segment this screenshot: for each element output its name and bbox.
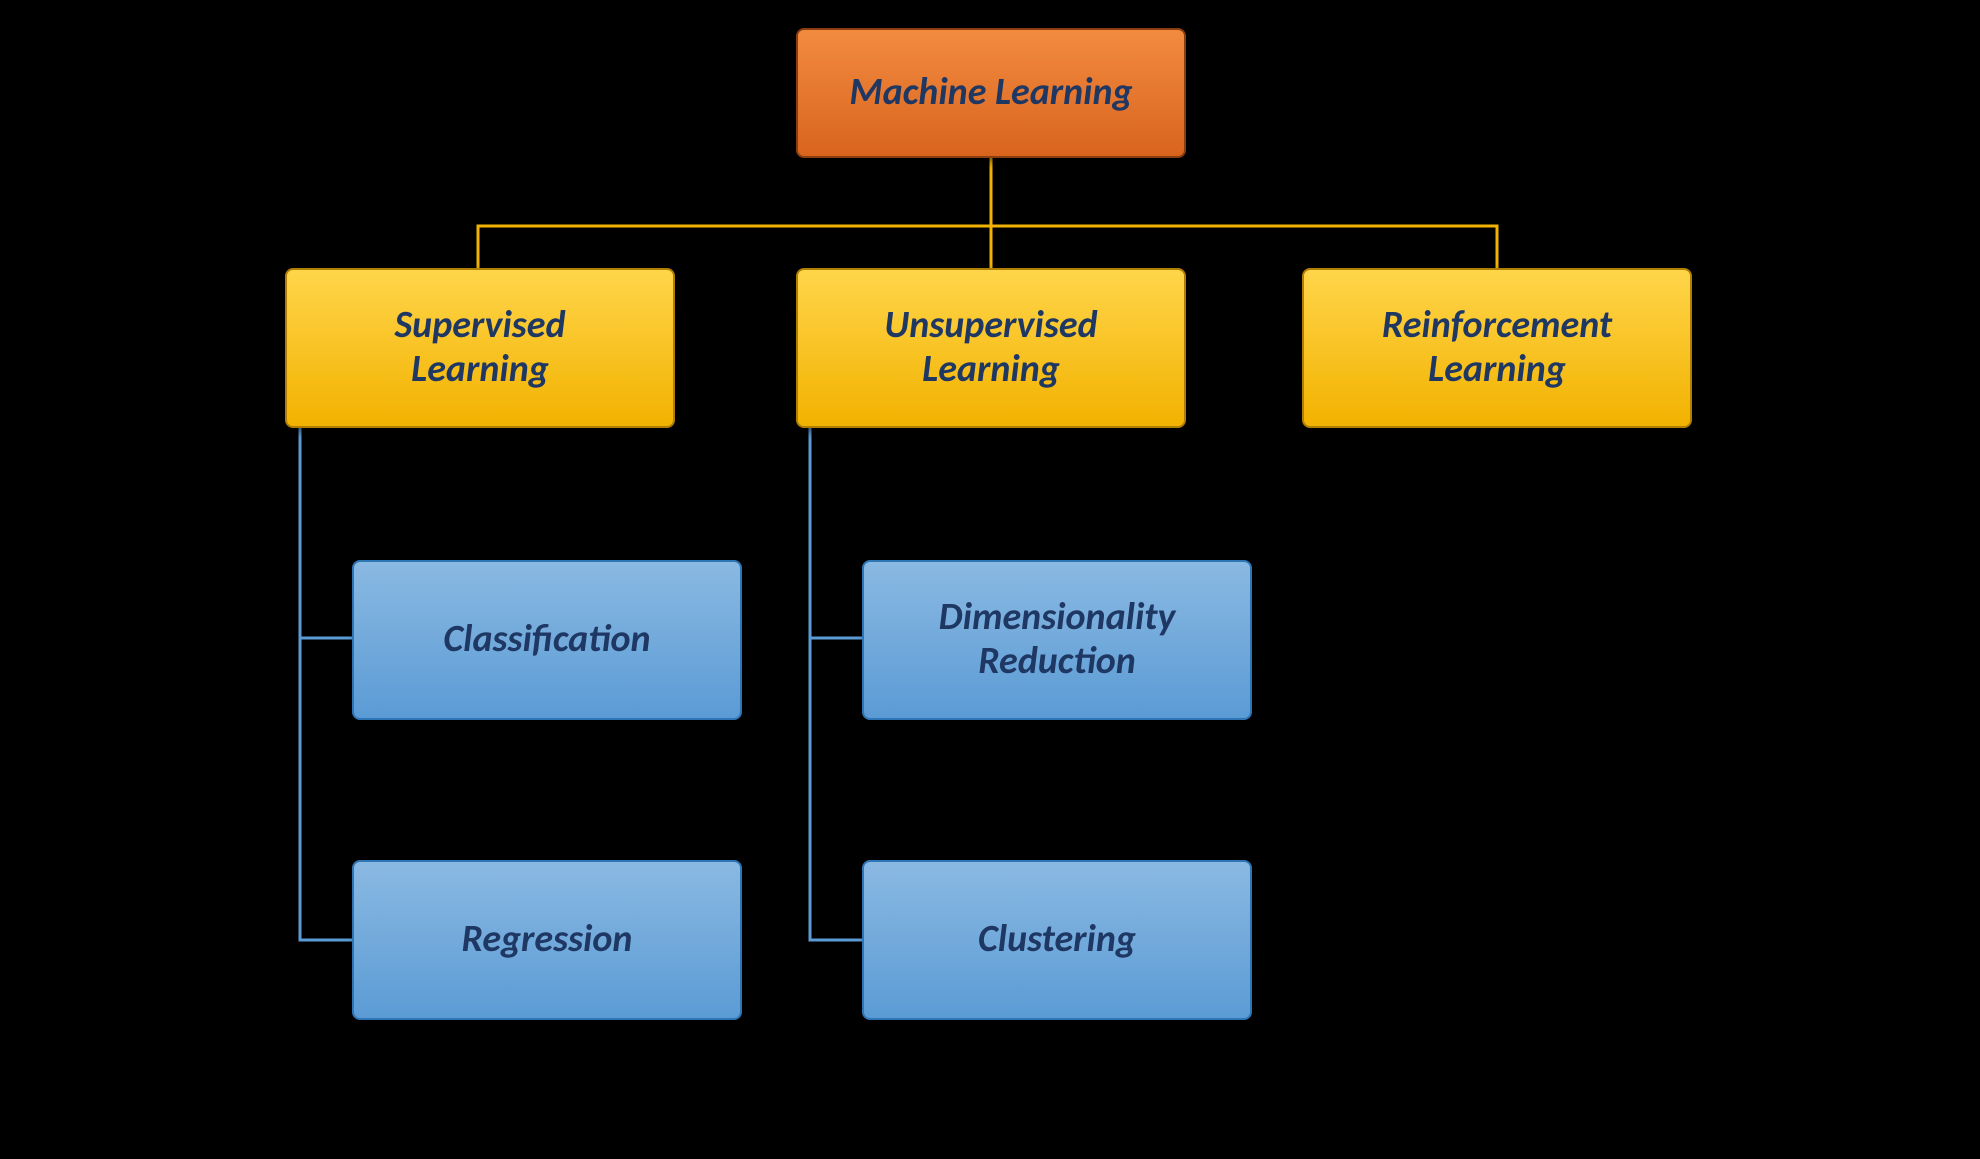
root-label: Machine Learning [849,71,1132,115]
leaf-label: Classification [443,618,650,662]
leaf-node-clustering: Clustering [862,860,1252,1020]
leaf-label: Regression [462,918,633,962]
category-label: Reinforcement Learning [1382,304,1612,391]
category-node-reinforcement: Reinforcement Learning [1302,268,1692,428]
diagram-container: Machine Learning Supervised Learning Uns… [0,0,1980,1159]
leaf-label: Clustering [978,918,1136,962]
leaf-node-dimensionality-reduction: Dimensionality Reduction [862,560,1252,720]
root-node-machine-learning: Machine Learning [796,28,1186,158]
leaf-label: Dimensionality Reduction [939,596,1176,683]
leaf-node-classification: Classification [352,560,742,720]
category-node-supervised: Supervised Learning [285,268,675,428]
category-label: Supervised Learning [394,304,565,391]
category-label: Unsupervised Learning [884,304,1097,391]
category-node-unsupervised: Unsupervised Learning [796,268,1186,428]
leaf-node-regression: Regression [352,860,742,1020]
